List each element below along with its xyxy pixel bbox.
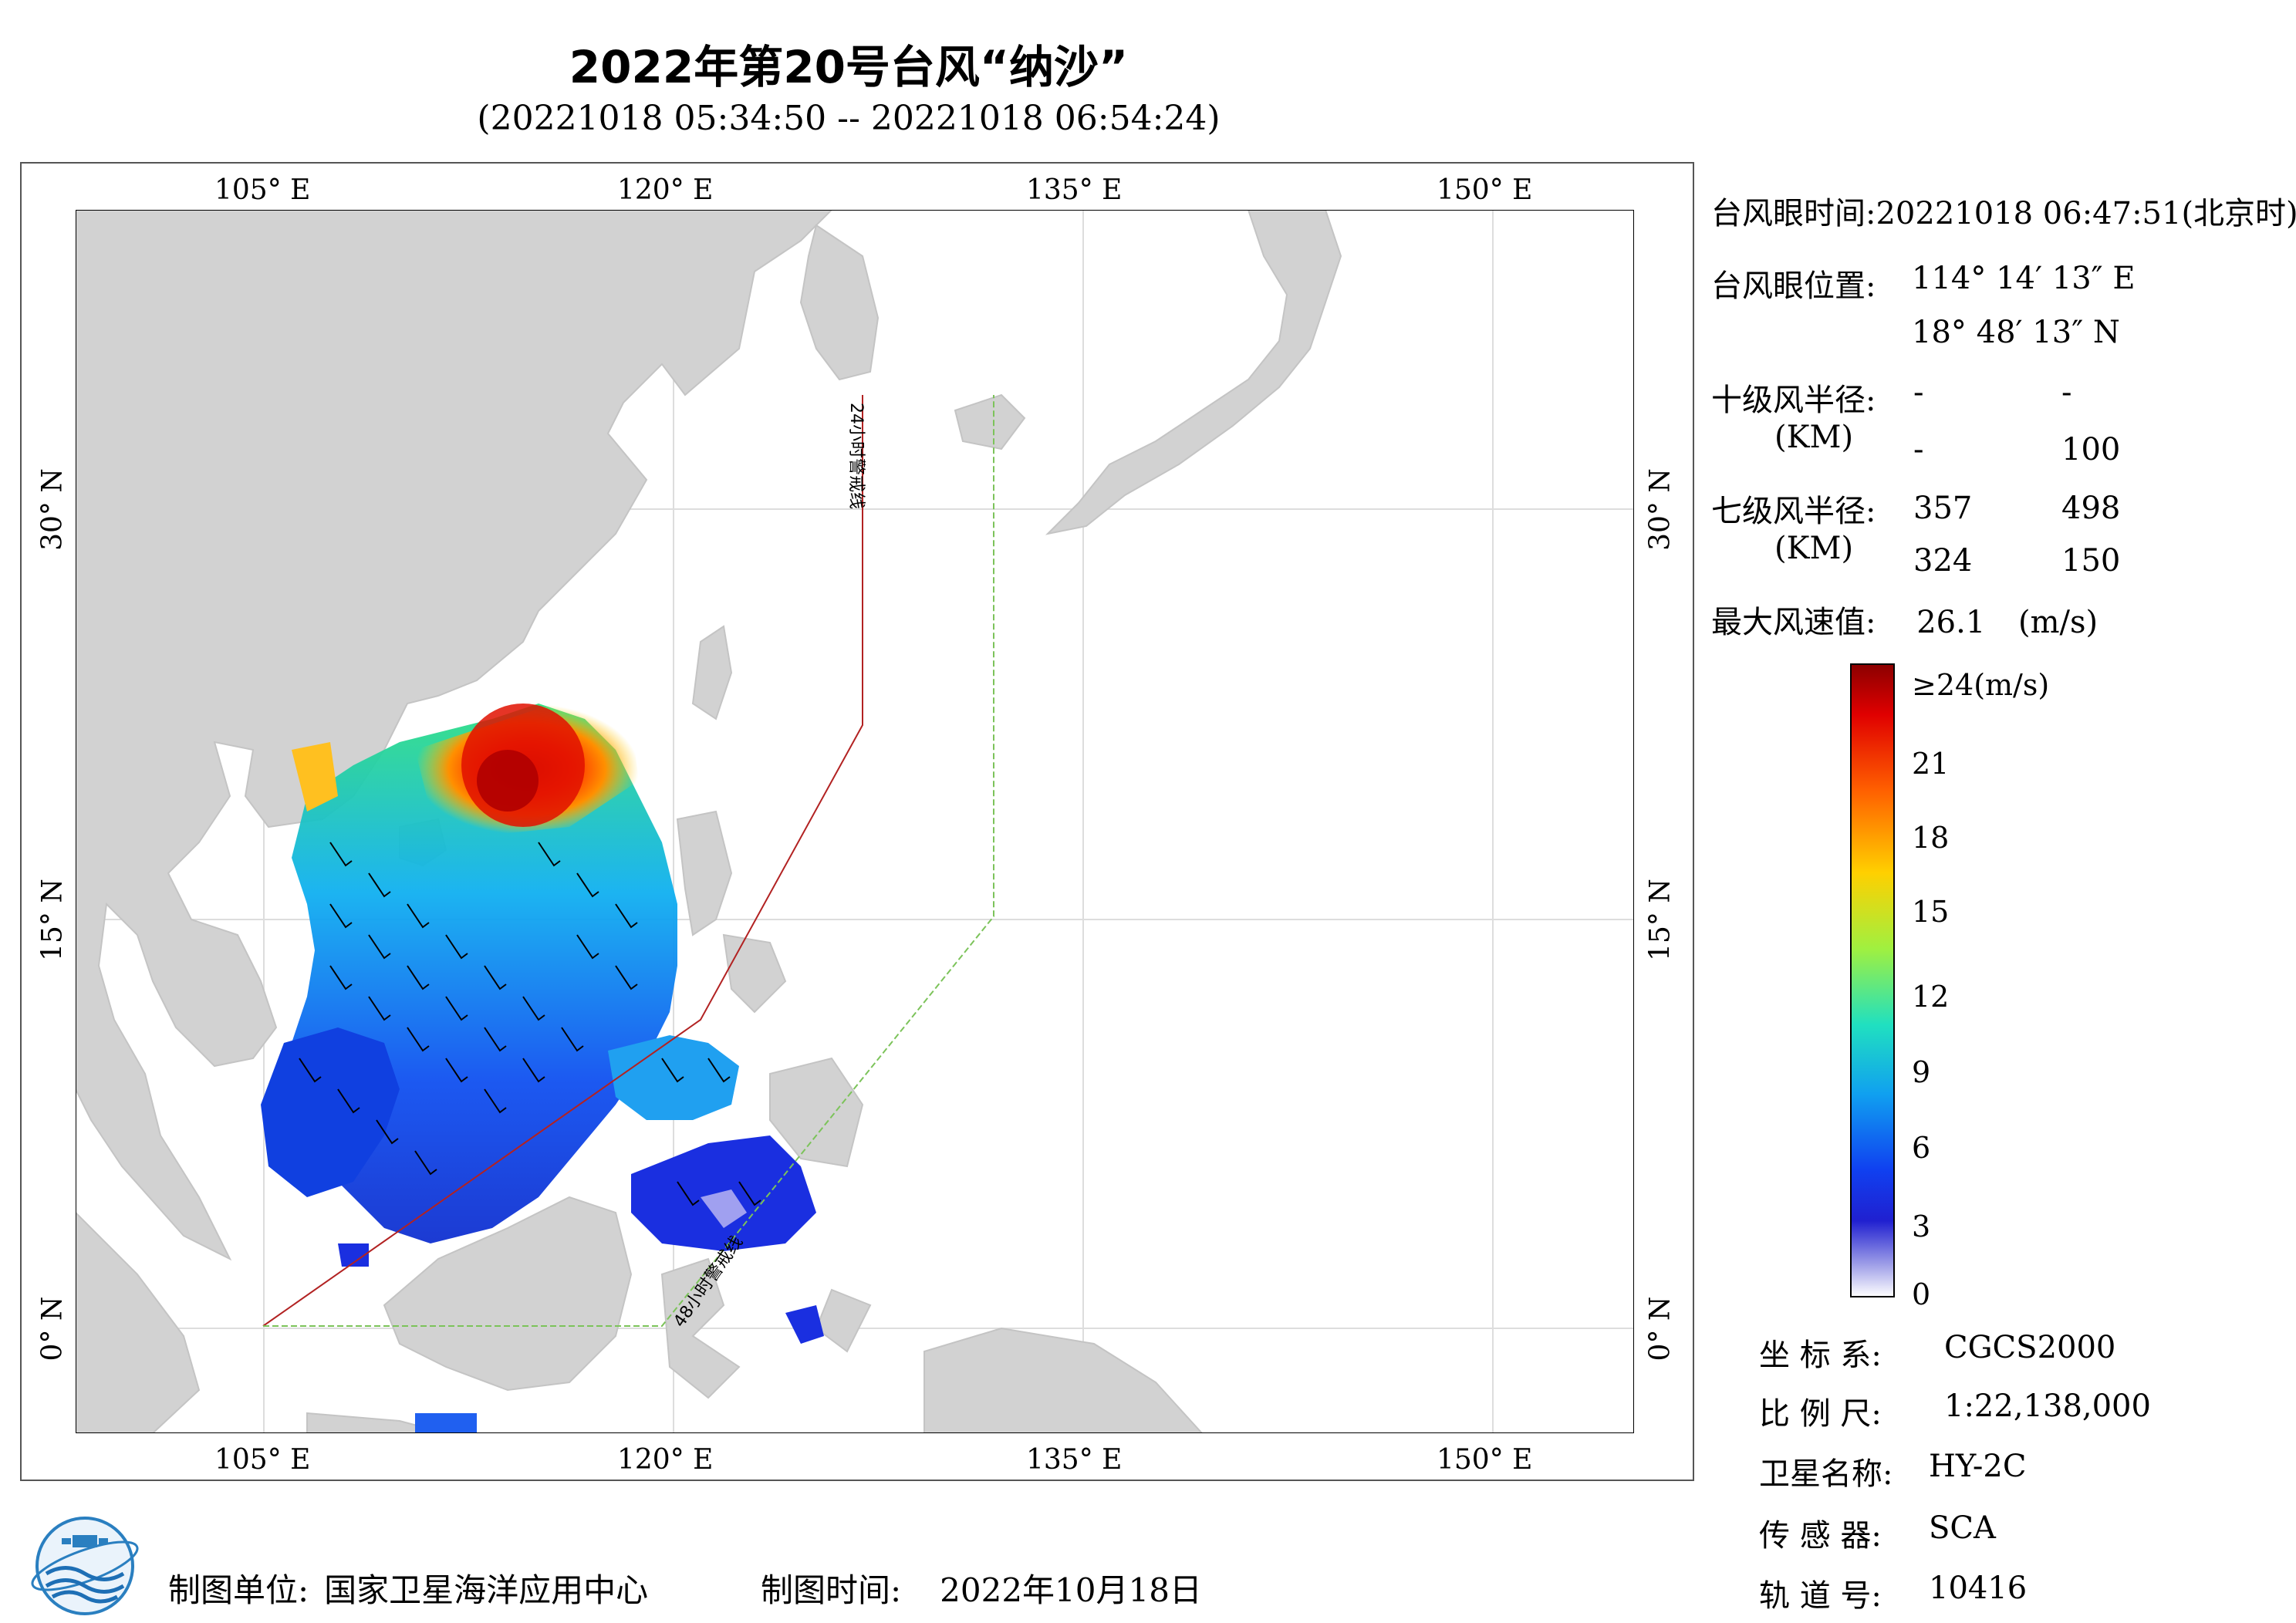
warning-line-48h [263,395,994,1327]
map-subtitle: (20221018 05:34:50 -- 20221018 06:54:24) [477,99,1221,138]
sensor-label: 传 感 器: [1759,1518,1882,1554]
lon-label-top-150: 150° E [1437,174,1533,206]
eye-time-row: 台风眼时间:20221018 06:47:51(北京时) [1711,188,2296,233]
r10-unit: (KM) [1774,420,1854,455]
satellite-label: 卫星名称: [1759,1456,1893,1492]
lat-label-right-15: 15° N [1644,879,1676,961]
map-frame [20,162,1694,1481]
colorbar-tick-18: 18 [1912,821,1950,855]
eye-pos-label: 台风眼位置: [1711,268,1876,304]
lon-label-bottom-135: 135° E [1026,1444,1123,1476]
footer-unit-value: 国家卫星海洋应用中心 [324,1571,649,1609]
lon-label-top-105: 105° E [214,174,311,206]
colorbar-tick-6: 6 [1912,1131,1931,1165]
warning-line-24h [262,395,863,1327]
orbit-label: 轨 道 号: [1759,1578,1882,1614]
eye-time-value: 20221018 06:47:51(北京时) [1876,196,2296,231]
wind-field-map: 24小时警戒线 48小时警戒线 [76,210,1634,1433]
footer-date: 制图时间: 2022年10月18日 [761,1564,1202,1611]
r10-value-3: - [1913,432,1924,467]
scale-value: 1:22,138,000 [1944,1388,2151,1424]
r7-value-4: 150 [2061,543,2121,579]
footer-date-label: 制图时间: [761,1571,902,1609]
max-wind-unit: (m/s) [2017,605,2098,640]
colorbar-tick-21: 21 [1912,747,1950,781]
lat-label-right-30: 30° N [1644,468,1676,551]
wind-colorbar [1850,663,1895,1297]
lat-label-left-15: 15° N [36,879,69,961]
sensor-value: SCA [1929,1510,1996,1546]
scale-label: 比 例 尺: [1759,1396,1882,1432]
lon-label-bottom-150: 150° E [1437,1444,1533,1476]
colorbar-tick-12: 12 [1912,980,1950,1014]
lon-label-bottom-120: 120° E [617,1444,714,1476]
colorbar-top-label: ≥24(m/s) [1912,668,2050,702]
colorbar-tick-3: 3 [1912,1210,1931,1243]
footer-unit: 制图单位: 国家卫星海洋应用中心 [168,1564,648,1611]
r7-value-3: 324 [1913,543,1973,579]
max-wind-value: 26.1 [1916,605,1986,640]
lon-label-top-120: 120° E [617,174,714,206]
lat-label-right-0: 0° N [1644,1296,1676,1361]
r10-value-1: - [1913,375,1924,410]
lon-label-bottom-105: 105° E [214,1444,311,1476]
wind-barbs [299,842,761,1206]
colorbar-tick-0: 0 [1912,1277,1931,1311]
r7-value-1: 357 [1913,491,1973,526]
max-wind-label: 最大风速值: [1711,605,1876,640]
nsoas-logo [31,1517,139,1615]
lon-label-top-135: 135° E [1026,174,1123,206]
wind-speed-field [261,704,824,1433]
lat-label-left-30: 30° N [36,468,69,551]
r7-value-2: 498 [2061,491,2121,526]
orbit-value: 10416 [1929,1571,2028,1606]
colorbar-tick-15: 15 [1912,895,1950,929]
r10-value-2: - [2061,375,2072,410]
footer-unit-label: 制图单位: [168,1571,309,1609]
satellite-value: HY-2C [1929,1449,2027,1484]
eye-lon-value: 114° 14′ 13″ E [1912,261,2136,296]
footer-date-value: 2022年10月18日 [940,1571,1202,1609]
r7-unit: (KM) [1774,531,1854,566]
r7-label: 七级风半径: [1711,494,1876,529]
max-wind-row: 最大风速值: 26.1 (m/s) [1711,597,2098,642]
r10-value-4: 100 [2061,432,2121,467]
crs-label: 坐 标 系: [1759,1338,1882,1373]
r10-label: 十级风半径: [1711,383,1876,418]
colorbar-tick-9: 9 [1912,1055,1931,1089]
lat-label-left-0: 0° N [36,1296,69,1361]
crs-value: CGCS2000 [1944,1330,2116,1365]
warning-label-24h: 24小时警戒线 [846,403,866,509]
map-title: 2022年第20号台风“纳沙” [569,41,1129,93]
eye-lat-value: 18° 48′ 13″ N [1912,315,2120,350]
eye-time-label: 台风眼时间: [1711,196,1876,231]
